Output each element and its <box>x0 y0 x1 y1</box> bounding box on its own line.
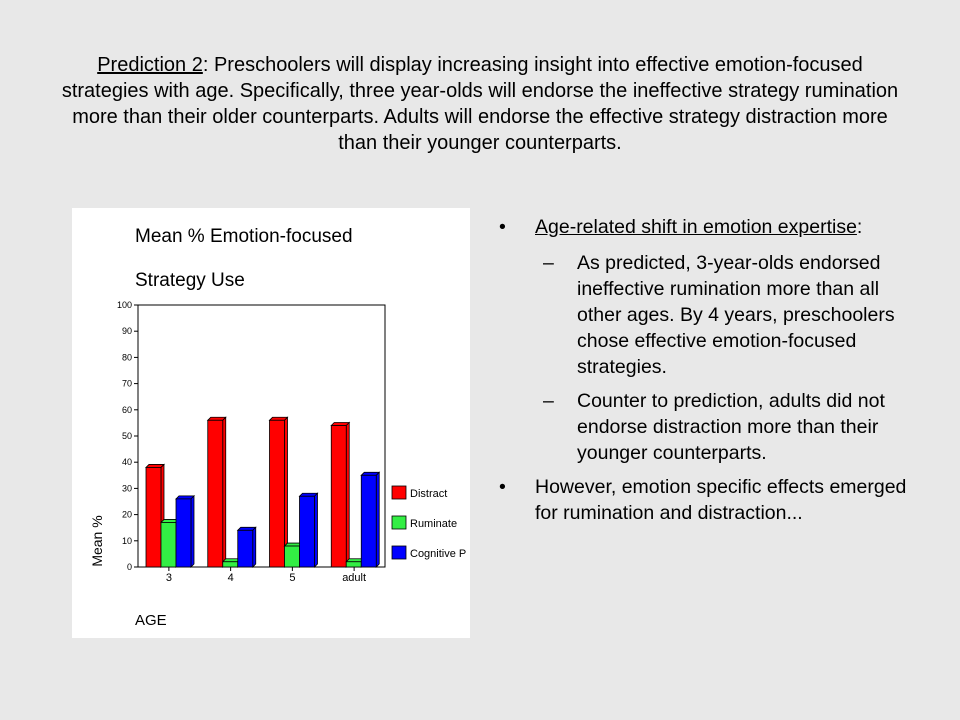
y-tick-label: 50 <box>122 431 132 441</box>
bullet-marker: • <box>499 476 506 498</box>
y-tick-label: 0 <box>127 562 132 572</box>
legend-label: Ruminate <box>410 518 457 530</box>
bar <box>222 561 239 568</box>
bullet-marker: • <box>499 216 506 238</box>
legend-label: Cognitive P <box>410 548 466 560</box>
bullet-item: • However, emotion specific effects emer… <box>495 474 915 526</box>
legend-swatch <box>391 545 407 560</box>
bar <box>237 529 254 568</box>
bullet-text: Age-related shift in emotion expertise <box>535 216 857 238</box>
bullet-list: • Age-related shift in emotion expertise… <box>495 214 915 536</box>
sub-bullet-item: – As predicted, 3-year-olds endorsed ine… <box>495 250 915 380</box>
bar <box>284 545 300 568</box>
x-tick-label: 3 <box>166 572 172 584</box>
bar <box>145 467 162 568</box>
x-tick-label: adult <box>342 572 366 584</box>
chart-title-line2: Strategy Use <box>135 270 245 291</box>
sub-bullet-text: As predicted, 3-year-olds endorsed ineff… <box>577 252 895 378</box>
y-tick-label: 90 <box>122 326 132 336</box>
y-axis-label: Mean % <box>89 515 105 566</box>
sub-bullet-text: Counter to prediction, adults did not en… <box>577 390 885 464</box>
bar-chart: Mean % Emotion-focused Strategy Use AGE … <box>89 226 466 629</box>
legend-label: Distract <box>410 488 447 500</box>
bar <box>345 561 362 568</box>
heading-text: : Preschoolers will display increasing i… <box>61 54 899 154</box>
prediction-label: Prediction 2 <box>97 54 203 76</box>
bar-side <box>190 494 195 568</box>
slide-heading: Prediction 2: Preschoolers will display … <box>60 52 900 156</box>
bullet-item: • Age-related shift in emotion expertise… <box>495 214 915 240</box>
bar-side <box>345 421 350 568</box>
y-tick-label: 80 <box>122 352 132 362</box>
x-axis-label: AGE <box>135 612 167 629</box>
bar-side <box>314 492 318 568</box>
y-tick-label: 40 <box>122 457 132 467</box>
x-tick-label: 4 <box>228 572 234 584</box>
chart-panel: Mean % Emotion-focused Strategy Use AGE … <box>72 208 470 638</box>
legend-swatch <box>391 485 407 500</box>
bar <box>175 498 192 568</box>
y-tick-label: 70 <box>122 379 132 389</box>
bullet-text: However, emotion specific effects emerge… <box>535 476 907 524</box>
y-tick-label: 30 <box>122 483 132 493</box>
chart-title-line1: Mean % Emotion-focused <box>135 226 353 247</box>
bar <box>330 425 347 568</box>
bar-side <box>222 416 227 568</box>
y-tick-label: 20 <box>122 510 132 520</box>
y-tick-label: 60 <box>122 405 132 415</box>
dash-marker: – <box>543 390 554 412</box>
legend-swatch <box>391 515 407 530</box>
y-tick-label: 10 <box>122 536 132 546</box>
bar <box>360 474 377 568</box>
bar <box>207 419 224 568</box>
bar-side <box>252 526 257 568</box>
bar-side <box>375 471 380 568</box>
dash-marker: – <box>543 252 554 274</box>
y-tick-label: 100 <box>117 300 132 310</box>
bar <box>160 522 177 568</box>
x-tick-label: 5 <box>289 572 295 584</box>
sub-bullet-item: – Counter to prediction, adults did not … <box>495 388 915 466</box>
bar <box>269 419 285 568</box>
bullet-suffix: : <box>856 216 863 238</box>
bar <box>299 495 315 568</box>
